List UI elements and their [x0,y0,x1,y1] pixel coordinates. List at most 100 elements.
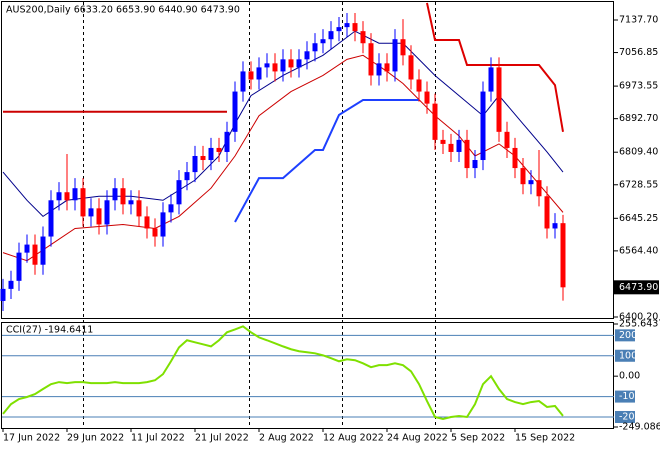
candle-body [472,160,478,169]
y2-tick-label: -200 [619,411,641,422]
candle-body [560,223,566,288]
candle-body [320,39,326,44]
x-tick-label: 29 Jun 2022 [67,433,124,444]
y2-tick-label: 200 [619,330,637,341]
candle-body [480,91,486,161]
candle-body [128,200,134,205]
candle-body [80,188,86,217]
candle-body [56,192,62,201]
candle-body [504,131,510,148]
candle-body [288,59,294,68]
y2-tick-label: 0.00 [619,371,640,382]
y-tick-label: 6564.40 [619,245,658,256]
last-price-box [614,280,659,295]
candle-body [528,180,534,185]
candle-body [296,59,302,68]
candle-body [152,228,158,237]
candle-body [448,143,454,152]
candle-body [168,204,174,213]
candle-body [232,91,238,132]
candle-body [336,27,342,32]
y-tick-label: 6400.20 [619,311,658,322]
y2-tick-label: 100 [619,350,637,361]
candle-body [208,147,214,161]
candle-body [248,71,254,80]
candle-body [184,172,190,181]
candle-body [0,288,6,301]
x-tick-label: 21 Jul 2022 [195,433,249,444]
candle-body [32,244,38,265]
x-tick-label: 15 Sep 2022 [515,433,575,444]
y-tick-label: 6728.55 [619,179,658,190]
candle-body [344,23,350,28]
candle-body [8,280,14,289]
y-tick-label: 6645.25 [619,213,658,224]
candle-body [48,200,54,237]
candle-body [440,139,446,144]
x-tick-label: 17 Jun 2022 [3,433,60,444]
candle-body [264,63,270,68]
candle-body [368,43,374,76]
y2-tick-label: -249.086 [619,422,660,433]
candle-body [488,67,494,92]
indicator-line [234,99,419,223]
cci-level-box [615,349,635,362]
candle-body [520,168,526,185]
candle-body [304,51,310,60]
candle-body [200,155,206,161]
last-price-label: 6473.90 [619,282,658,293]
candle-body [384,63,390,72]
cci-panel [1,322,614,429]
candle-body [272,63,278,72]
candle-body [552,223,558,229]
candle-body [24,244,30,253]
candle-body [536,180,542,197]
candle-body [40,236,46,265]
candle-body [240,71,246,92]
candle-body [160,212,166,237]
x-tick-label: 5 Sep 2022 [451,433,505,444]
x-tick-label: 12 Aug 2022 [323,433,384,444]
candle-body [408,55,414,80]
x-tick-label: 11 Jul 2022 [131,433,185,444]
candle-body [280,59,286,72]
candle-body [496,67,502,132]
candle-body [224,131,230,152]
candle-body [72,188,78,201]
candle-body [376,63,382,76]
candle-body [120,188,126,205]
candle-body [256,67,262,80]
indicator-line [426,2,564,132]
cci-level-box [615,329,635,342]
y-tick-label: 6809.40 [619,147,658,158]
candle-body [352,23,358,32]
candle-body [64,192,70,201]
cci-label: CCI(27) -194.6411 [6,325,93,336]
candle-body [104,200,110,225]
y-tick-label: 7056.85 [619,47,658,58]
y-tick-label: 7137.70 [619,15,658,26]
y2-tick-label: 255.6437 [619,319,660,330]
y-tick-label: 6973.55 [619,81,658,92]
candle-body [424,91,430,104]
candle-body [216,147,222,152]
cci-line [2,325,564,421]
cci-level-box [615,390,635,403]
candle-body [328,31,334,40]
price-panel [1,1,614,319]
candle-body [144,216,150,229]
candle-body [96,208,102,225]
candle-body [176,180,182,205]
candle-body [312,43,318,52]
candle-body [360,31,366,44]
candle-body [88,208,94,217]
candle-body [432,103,438,140]
x-tick-label: 24 Aug 2022 [387,433,448,444]
candle-body [192,155,198,173]
candle-body [544,196,550,229]
candle-body [512,147,518,169]
y2-tick-label: -100 [619,391,641,402]
candle-body [392,39,398,72]
